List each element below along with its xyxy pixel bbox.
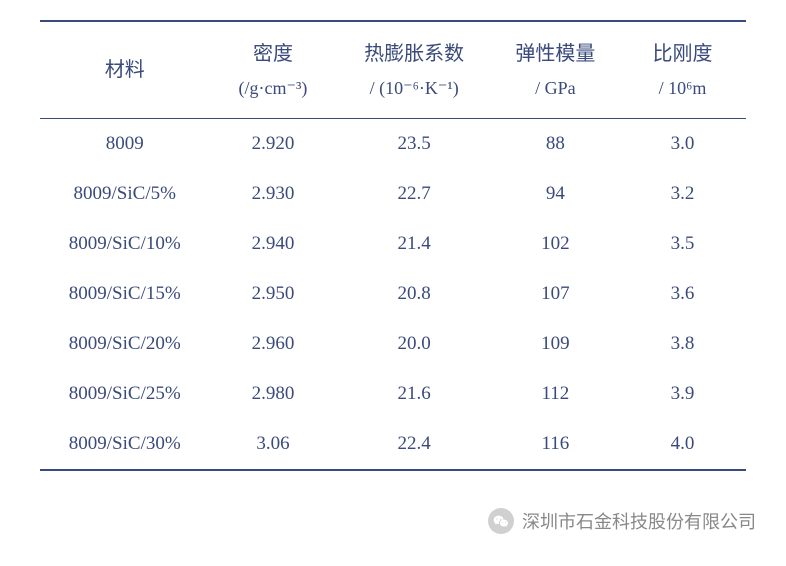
cell-elastic: 109 bbox=[492, 319, 619, 369]
wechat-icon bbox=[488, 508, 514, 534]
cell-material: 8009/SiC/5% bbox=[40, 169, 209, 219]
cell-elastic: 112 bbox=[492, 369, 619, 419]
col-header-stiffness-bottom: / 10⁶m bbox=[627, 72, 738, 104]
cell-material: 8009 bbox=[40, 119, 209, 170]
cell-density: 2.920 bbox=[209, 119, 336, 170]
col-header-thermal-expansion: 热膨胀系数 / (10⁻⁶·K⁻¹) bbox=[337, 21, 492, 119]
cell-elastic: 116 bbox=[492, 419, 619, 470]
table-row: 8009/SiC/15% 2.950 20.8 107 3.6 bbox=[40, 269, 746, 319]
table-row: 8009/SiC/20% 2.960 20.0 109 3.8 bbox=[40, 319, 746, 369]
cell-density: 2.950 bbox=[209, 269, 336, 319]
table-row: 8009/SiC/25% 2.980 21.6 112 3.9 bbox=[40, 369, 746, 419]
cell-density: 3.06 bbox=[209, 419, 336, 470]
cell-thermal: 20.8 bbox=[337, 269, 492, 319]
col-header-stiffness-top: 比刚度 bbox=[627, 36, 738, 72]
col-header-elastic-top: 弹性模量 bbox=[500, 36, 611, 72]
col-header-specific-stiffness: 比刚度 / 10⁶m bbox=[619, 21, 746, 119]
watermark-text: 深圳市石金科技股份有限公司 bbox=[522, 508, 756, 534]
cell-thermal: 22.7 bbox=[337, 169, 492, 219]
cell-elastic: 94 bbox=[492, 169, 619, 219]
cell-stiffness: 3.0 bbox=[619, 119, 746, 170]
col-header-material: 材料 bbox=[40, 21, 209, 119]
cell-material: 8009/SiC/25% bbox=[40, 369, 209, 419]
table-body: 8009 2.920 23.5 88 3.0 8009/SiC/5% 2.930… bbox=[40, 119, 746, 471]
table-header-row: 材料 密度 (/g·cm⁻³) 热膨胀系数 / (10⁻⁶·K⁻¹) 弹性模量 … bbox=[40, 21, 746, 119]
cell-thermal: 20.0 bbox=[337, 319, 492, 369]
table-header: 材料 密度 (/g·cm⁻³) 热膨胀系数 / (10⁻⁶·K⁻¹) 弹性模量 … bbox=[40, 21, 746, 119]
materials-table-container: 材料 密度 (/g·cm⁻³) 热膨胀系数 / (10⁻⁶·K⁻¹) 弹性模量 … bbox=[0, 0, 786, 491]
col-header-thermal-bottom: / (10⁻⁶·K⁻¹) bbox=[345, 72, 484, 104]
cell-stiffness: 3.8 bbox=[619, 319, 746, 369]
col-header-material-top: 材料 bbox=[48, 52, 201, 88]
cell-thermal: 22.4 bbox=[337, 419, 492, 470]
col-header-density-bottom: (/g·cm⁻³) bbox=[217, 72, 328, 104]
cell-density: 2.980 bbox=[209, 369, 336, 419]
table-row: 8009/SiC/10% 2.940 21.4 102 3.5 bbox=[40, 219, 746, 269]
cell-density: 2.940 bbox=[209, 219, 336, 269]
cell-material: 8009/SiC/20% bbox=[40, 319, 209, 369]
col-header-density-top: 密度 bbox=[217, 36, 328, 72]
cell-elastic: 88 bbox=[492, 119, 619, 170]
col-header-elastic-modulus: 弹性模量 / GPa bbox=[492, 21, 619, 119]
col-header-density: 密度 (/g·cm⁻³) bbox=[209, 21, 336, 119]
cell-stiffness: 3.2 bbox=[619, 169, 746, 219]
cell-density: 2.960 bbox=[209, 319, 336, 369]
cell-material: 8009/SiC/15% bbox=[40, 269, 209, 319]
materials-properties-table: 材料 密度 (/g·cm⁻³) 热膨胀系数 / (10⁻⁶·K⁻¹) 弹性模量 … bbox=[40, 20, 746, 471]
cell-thermal: 21.6 bbox=[337, 369, 492, 419]
cell-stiffness: 3.5 bbox=[619, 219, 746, 269]
cell-material: 8009/SiC/10% bbox=[40, 219, 209, 269]
cell-stiffness: 3.9 bbox=[619, 369, 746, 419]
cell-stiffness: 4.0 bbox=[619, 419, 746, 470]
col-header-thermal-top: 热膨胀系数 bbox=[345, 36, 484, 72]
table-row: 8009/SiC/5% 2.930 22.7 94 3.2 bbox=[40, 169, 746, 219]
watermark: 深圳市石金科技股份有限公司 bbox=[488, 508, 756, 534]
cell-elastic: 102 bbox=[492, 219, 619, 269]
cell-density: 2.930 bbox=[209, 169, 336, 219]
table-row: 8009/SiC/30% 3.06 22.4 116 4.0 bbox=[40, 419, 746, 470]
col-header-elastic-bottom: / GPa bbox=[500, 72, 611, 104]
cell-elastic: 107 bbox=[492, 269, 619, 319]
cell-thermal: 23.5 bbox=[337, 119, 492, 170]
table-row: 8009 2.920 23.5 88 3.0 bbox=[40, 119, 746, 170]
cell-material: 8009/SiC/30% bbox=[40, 419, 209, 470]
cell-thermal: 21.4 bbox=[337, 219, 492, 269]
cell-stiffness: 3.6 bbox=[619, 269, 746, 319]
